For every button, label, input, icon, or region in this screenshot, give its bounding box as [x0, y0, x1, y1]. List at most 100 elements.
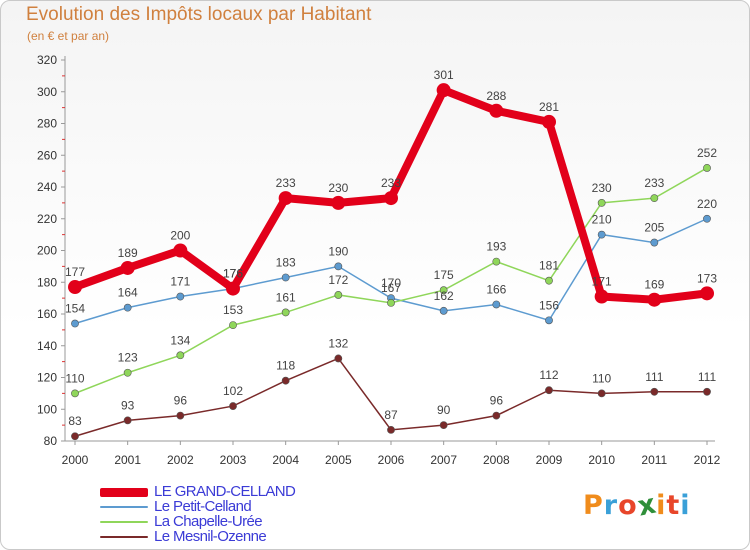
data-label: 167 — [381, 281, 401, 295]
data-point — [334, 291, 343, 299]
data-label: 183 — [276, 255, 296, 269]
data-label: 172 — [328, 273, 348, 287]
data-point — [542, 114, 556, 129]
y-tick-label: 240 — [37, 180, 57, 194]
data-point — [545, 316, 553, 325]
data-point — [647, 292, 662, 307]
data-label: 175 — [434, 268, 454, 282]
data-point — [331, 195, 346, 210]
legend-item: Le Petit-Celland — [100, 498, 400, 515]
x-tick-label: 2000 — [62, 453, 89, 467]
data-point — [123, 368, 132, 377]
data-point — [545, 386, 553, 395]
data-label: 110 — [592, 371, 611, 385]
data-label: 96 — [174, 394, 188, 408]
data-label: 154 — [65, 302, 85, 316]
proxiti-logo: Proxiti — [583, 488, 691, 522]
data-label: 281 — [539, 100, 559, 114]
data-label: 169 — [644, 278, 664, 292]
chart-axes: 80 100 120 140 160 180 200 220 240 260 280 300 320 20… — [37, 53, 721, 467]
data-point — [489, 103, 504, 118]
data-point — [71, 432, 79, 441]
data-point — [492, 411, 501, 420]
chart-title: Evolution des Impôts locaux par Habitant — [26, 4, 372, 25]
data-label: 176 — [223, 267, 243, 281]
data-label: 90 — [437, 403, 451, 417]
data-point — [334, 354, 343, 363]
legend-label: La Chapelle-Urée — [154, 513, 263, 530]
logo-letter: r — [603, 490, 619, 521]
legend-swatch — [100, 487, 148, 497]
data-point — [439, 286, 448, 295]
data-label: 230 — [592, 181, 612, 195]
data-point — [176, 292, 185, 301]
data-point — [545, 276, 553, 285]
data-label: 301 — [434, 68, 454, 82]
data-point — [176, 351, 185, 360]
y-tick-label: 80 — [44, 434, 58, 448]
data-label: 112 — [539, 368, 558, 382]
data-point — [278, 191, 293, 206]
data-label: 111 — [645, 370, 664, 384]
data-point — [650, 194, 659, 203]
data-label: 173 — [697, 271, 717, 285]
data-point — [176, 411, 185, 420]
data-label: 132 — [328, 336, 348, 350]
data-label: 233 — [381, 176, 401, 190]
data-point — [594, 289, 609, 304]
legend-item: LE GRAND-CELLAND — [100, 483, 400, 500]
legend: LE GRAND-CELLAND Le Petit-Celland La Chape… — [100, 483, 400, 545]
data-label: 190 — [328, 244, 348, 258]
data-label: 87 — [384, 408, 398, 422]
data-label: 156 — [539, 298, 559, 312]
x-tick-label: 2007 — [430, 453, 457, 467]
logo-letter: t — [666, 490, 681, 521]
secondary-series — [71, 164, 711, 441]
x-tick-label: 2001 — [114, 453, 141, 467]
data-point — [387, 298, 395, 307]
x-tick-label: 2005 — [325, 453, 352, 467]
data-point — [703, 164, 711, 172]
data-label: 93 — [121, 398, 135, 412]
data-label: 233 — [644, 176, 664, 190]
data-label: 171 — [592, 275, 612, 289]
legend-swatch — [100, 521, 148, 523]
data-label: 176 — [223, 267, 243, 281]
data-point — [281, 273, 290, 282]
data-point — [387, 425, 395, 434]
data-point — [123, 416, 132, 425]
data-label: 102 — [223, 384, 243, 398]
data-label: 161 — [276, 290, 296, 304]
legend-label: Le Petit-Celland — [154, 498, 252, 515]
y-tick-label: 280 — [37, 117, 57, 131]
data-label: 200 — [170, 229, 190, 243]
y-tick-label: 300 — [37, 85, 57, 99]
data-label: 110 — [65, 371, 84, 385]
data-point — [439, 421, 448, 430]
data-label: 162 — [434, 289, 454, 303]
data-point — [650, 387, 659, 396]
data-label: 170 — [381, 276, 401, 290]
y-tick-label: 180 — [37, 275, 57, 289]
data-label: 118 — [276, 359, 295, 373]
x-tick-label: 2010 — [588, 453, 615, 467]
logo-letter: i — [656, 490, 667, 521]
y-tick-label: 260 — [37, 148, 57, 162]
x-tick-label: 2006 — [378, 453, 405, 467]
data-point — [436, 83, 451, 98]
data-point — [650, 238, 659, 247]
y-tick-label: 320 — [37, 53, 57, 67]
x-tick-label: 2003 — [220, 453, 247, 467]
legend-label: Le Mesnil-Ozenne — [154, 528, 267, 545]
data-label: 164 — [118, 286, 138, 300]
logo-letter: P — [583, 490, 604, 521]
data-point — [492, 257, 501, 266]
x-tick-label: 2002 — [167, 453, 194, 467]
data-point — [68, 280, 82, 295]
data-label: 134 — [170, 333, 190, 347]
data-point — [597, 389, 606, 398]
logo-letter: i — [680, 490, 691, 521]
x-tick-label: 2011 — [641, 453, 667, 467]
